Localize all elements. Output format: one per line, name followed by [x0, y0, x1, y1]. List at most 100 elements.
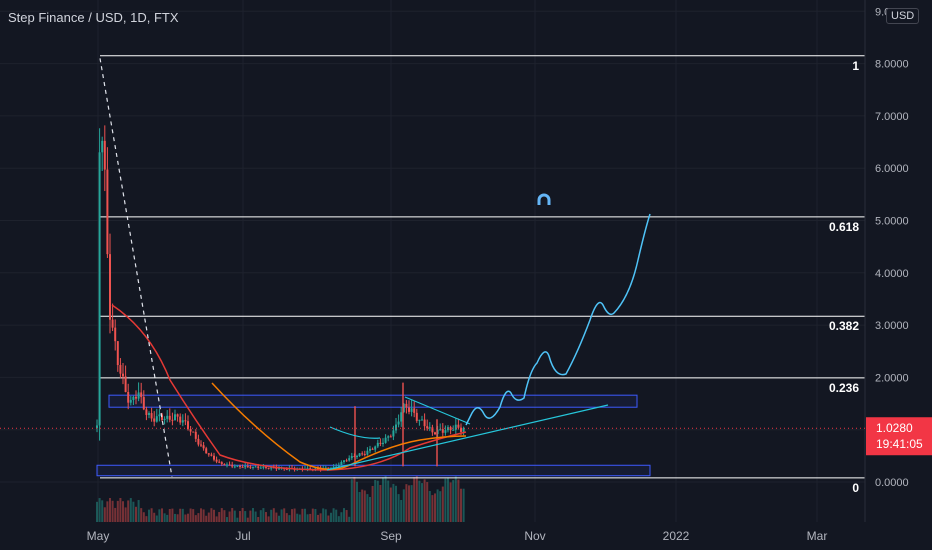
volume-bar [301, 508, 304, 522]
fib-label: 1 [852, 59, 859, 73]
support-zone [96, 464, 651, 477]
candle-body [358, 453, 361, 457]
volume-bar [309, 513, 312, 522]
symbol-title[interactable]: Step Finance / USD, 1D, FTX [8, 10, 179, 25]
price-zones[interactable] [96, 394, 651, 477]
candle-body [418, 419, 421, 421]
candle-body [382, 442, 384, 444]
volume-bar [314, 509, 317, 522]
currency-badge[interactable]: USD [886, 8, 920, 24]
volume-bars [96, 475, 465, 522]
candle-body [278, 468, 280, 470]
volume-bar [241, 508, 244, 522]
volume-bar [140, 508, 143, 522]
candle-body [257, 466, 260, 468]
price-axis[interactable]: 0.00001.00002.00003.00004.00005.00006.00… [864, 0, 909, 522]
volume-bar [137, 500, 140, 522]
candle-body [363, 453, 366, 455]
volume-bar [449, 482, 452, 522]
volume-bar [356, 481, 358, 522]
candle-body [441, 429, 444, 433]
volume-bar [106, 501, 109, 522]
candle-body [111, 319, 114, 328]
candle-body [158, 414, 161, 417]
candle-body [246, 466, 249, 468]
volume-bar [330, 512, 332, 522]
volume-bar [371, 485, 374, 522]
fib-retracement[interactable]: 1 0.618 0.382 0.236 0 [100, 55, 865, 495]
candle-body [132, 396, 135, 400]
candle-body [119, 365, 122, 374]
volume-bar [200, 508, 202, 522]
candle-body [233, 466, 236, 468]
volume-bar [226, 517, 228, 522]
dashed-trendline [99, 58, 173, 477]
volume-bar [296, 513, 299, 522]
fib-label: 0.618 [829, 220, 859, 234]
volume-bar [434, 493, 436, 522]
support-trendline [326, 404, 609, 471]
volume-bar [405, 484, 408, 522]
candle-body [200, 444, 202, 446]
resistance-zone [108, 394, 638, 408]
candle-body [101, 140, 104, 153]
candle-body [155, 416, 158, 422]
last-price-value: 1.0280 [876, 421, 913, 435]
time-axis[interactable]: May Jul Sep Nov 2022 Mar [87, 529, 828, 543]
candle-body [345, 460, 348, 462]
volume-bar [421, 483, 423, 522]
candle-body [249, 466, 252, 468]
candle-body [109, 254, 111, 320]
candle-body [335, 466, 338, 468]
volume-bar [272, 508, 275, 522]
x-tick-label: Mar [807, 529, 828, 543]
volume-bar [148, 509, 150, 522]
volume-bar [332, 508, 335, 522]
volume-bar [114, 507, 117, 522]
candle-body [192, 431, 195, 433]
candle-body [218, 461, 221, 463]
volume-bar [384, 475, 387, 522]
candle-body [371, 448, 374, 450]
candle-body [387, 436, 390, 438]
volume-bar [353, 477, 356, 522]
candle-body [259, 467, 262, 469]
candle-body [431, 427, 434, 433]
volume-bar [176, 514, 179, 522]
volume-bar [210, 508, 213, 522]
volume-bar [278, 515, 280, 522]
candle-body [184, 420, 187, 422]
candle-body [340, 461, 343, 466]
projection-path [465, 213, 651, 426]
candle-body [265, 466, 267, 468]
volume-bar [324, 509, 327, 522]
volume-bar [161, 508, 163, 522]
candle-body [439, 429, 442, 431]
candle-body [275, 467, 278, 469]
candle-body [226, 464, 228, 466]
candle-body [415, 412, 418, 421]
candle-body [262, 466, 265, 468]
volume-bar [197, 513, 200, 522]
candle-body [324, 467, 327, 469]
volume-bar [257, 517, 260, 522]
fib-label: 0.382 [829, 319, 859, 333]
candle-body [239, 465, 241, 467]
volume-bar [129, 498, 132, 522]
drawings[interactable] [99, 58, 651, 477]
volume-bar [246, 517, 249, 522]
volume-bar [452, 480, 455, 522]
candle-body [405, 403, 408, 408]
candle-body [252, 466, 254, 468]
volume-bar [275, 512, 278, 522]
volume-bar [127, 500, 130, 522]
volume-bar [408, 485, 410, 522]
volume-bar [337, 516, 340, 522]
volume-bar [135, 506, 137, 522]
candle-body [457, 424, 460, 428]
candle-body [306, 468, 309, 470]
volume-bar [413, 477, 416, 522]
fib-label: 0 [852, 481, 859, 495]
volume-bar [194, 515, 197, 522]
